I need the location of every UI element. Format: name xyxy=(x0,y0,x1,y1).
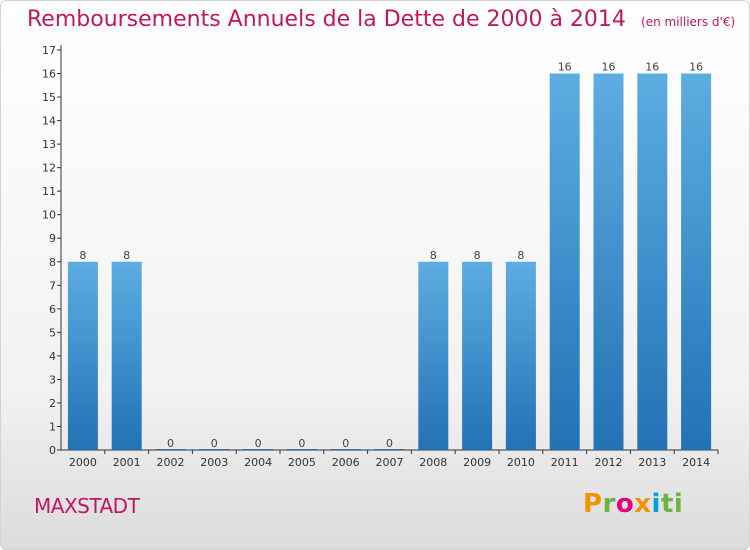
logo-letter: P xyxy=(583,489,603,519)
bar-2009 xyxy=(462,261,493,450)
x-tick-label-2014: 2014 xyxy=(682,456,710,469)
y-tick-label: 7 xyxy=(49,279,56,292)
chart-bars xyxy=(67,73,712,450)
bar-2000 xyxy=(67,261,98,450)
y-tick-label: 13 xyxy=(42,138,56,151)
chart-title: Remboursements Annuels de la Dette de 20… xyxy=(27,7,735,32)
y-tick-label: 1 xyxy=(49,420,56,433)
logo-letter: o xyxy=(615,489,635,519)
x-tick-label-2002: 2002 xyxy=(157,456,185,469)
bar-2001 xyxy=(111,261,142,450)
y-tick-label: 11 xyxy=(42,185,56,198)
x-tick-label-2008: 2008 xyxy=(419,456,447,469)
y-tick-label: 14 xyxy=(42,115,56,128)
data-label-2012: 16 xyxy=(602,61,616,74)
chart-labels: 8 2000 8 2001 0 2002 0 2003 0 2004 0 2005 0 2006 0 2007… xyxy=(69,61,710,469)
logo-letter: i xyxy=(651,489,661,519)
bar-2011 xyxy=(549,73,580,450)
x-tick-label-2010: 2010 xyxy=(507,456,535,469)
y-tick-label: 5 xyxy=(49,326,56,339)
data-label-2011: 16 xyxy=(558,61,572,74)
x-tick-label-2013: 2013 xyxy=(638,456,666,469)
y-tick-label: 2 xyxy=(49,397,56,410)
chart-unit: (en milliers d'€) xyxy=(641,15,736,29)
bar-2014 xyxy=(681,73,712,450)
chart-title-text: Remboursements Annuels de la Dette de 20… xyxy=(27,7,626,32)
y-tick-label: 8 xyxy=(49,256,56,269)
x-tick-label-2003: 2003 xyxy=(200,456,228,469)
bar-2012 xyxy=(593,73,624,450)
data-label-2006: 0 xyxy=(342,437,349,450)
y-tick-label: 10 xyxy=(42,209,56,222)
data-label-2014: 16 xyxy=(689,61,703,74)
data-label-2010: 8 xyxy=(517,249,524,262)
logo-letter: r xyxy=(602,489,616,519)
bar-2013 xyxy=(637,73,668,450)
y-tick-label: 6 xyxy=(49,303,56,316)
x-tick-label-2001: 2001 xyxy=(113,456,141,469)
x-tick-label-2000: 2000 xyxy=(69,456,97,469)
x-tick-label-2009: 2009 xyxy=(463,456,491,469)
data-label-2002: 0 xyxy=(167,437,174,450)
commune-name: MAXSTADT xyxy=(34,494,140,518)
y-tick-label: 9 xyxy=(49,232,56,245)
x-tick-label-2005: 2005 xyxy=(288,456,316,469)
y-tick-label: 3 xyxy=(49,373,56,386)
data-label-2000: 8 xyxy=(79,249,86,262)
data-label-2008: 8 xyxy=(430,249,437,262)
data-label-2001: 8 xyxy=(123,249,130,262)
bar-2008 xyxy=(418,261,449,450)
x-tick-label-2006: 2006 xyxy=(332,456,360,469)
x-tick-label-2012: 2012 xyxy=(595,456,623,469)
y-tick-label: 17 xyxy=(42,44,56,57)
bar-2010 xyxy=(505,261,536,450)
y-tick-label: 12 xyxy=(42,162,56,175)
proxiti-logo: Proxiti xyxy=(583,489,683,519)
data-label-2009: 8 xyxy=(474,249,481,262)
y-tick-label: 16 xyxy=(42,68,56,81)
data-label-2004: 0 xyxy=(255,437,262,450)
logo-letter: x xyxy=(634,489,652,519)
data-label-2005: 0 xyxy=(298,437,305,450)
y-tick-label: 0 xyxy=(49,444,56,457)
x-tick-label-2011: 2011 xyxy=(551,456,579,469)
data-label-2007: 0 xyxy=(386,437,393,450)
x-tick-label-2004: 2004 xyxy=(244,456,272,469)
data-label-2003: 0 xyxy=(211,437,218,450)
data-label-2013: 16 xyxy=(645,61,659,74)
y-tick-label: 15 xyxy=(42,91,56,104)
y-tick-label: 4 xyxy=(49,350,56,363)
x-tick-label-2007: 2007 xyxy=(376,456,404,469)
logo-letter: ti xyxy=(660,489,684,519)
